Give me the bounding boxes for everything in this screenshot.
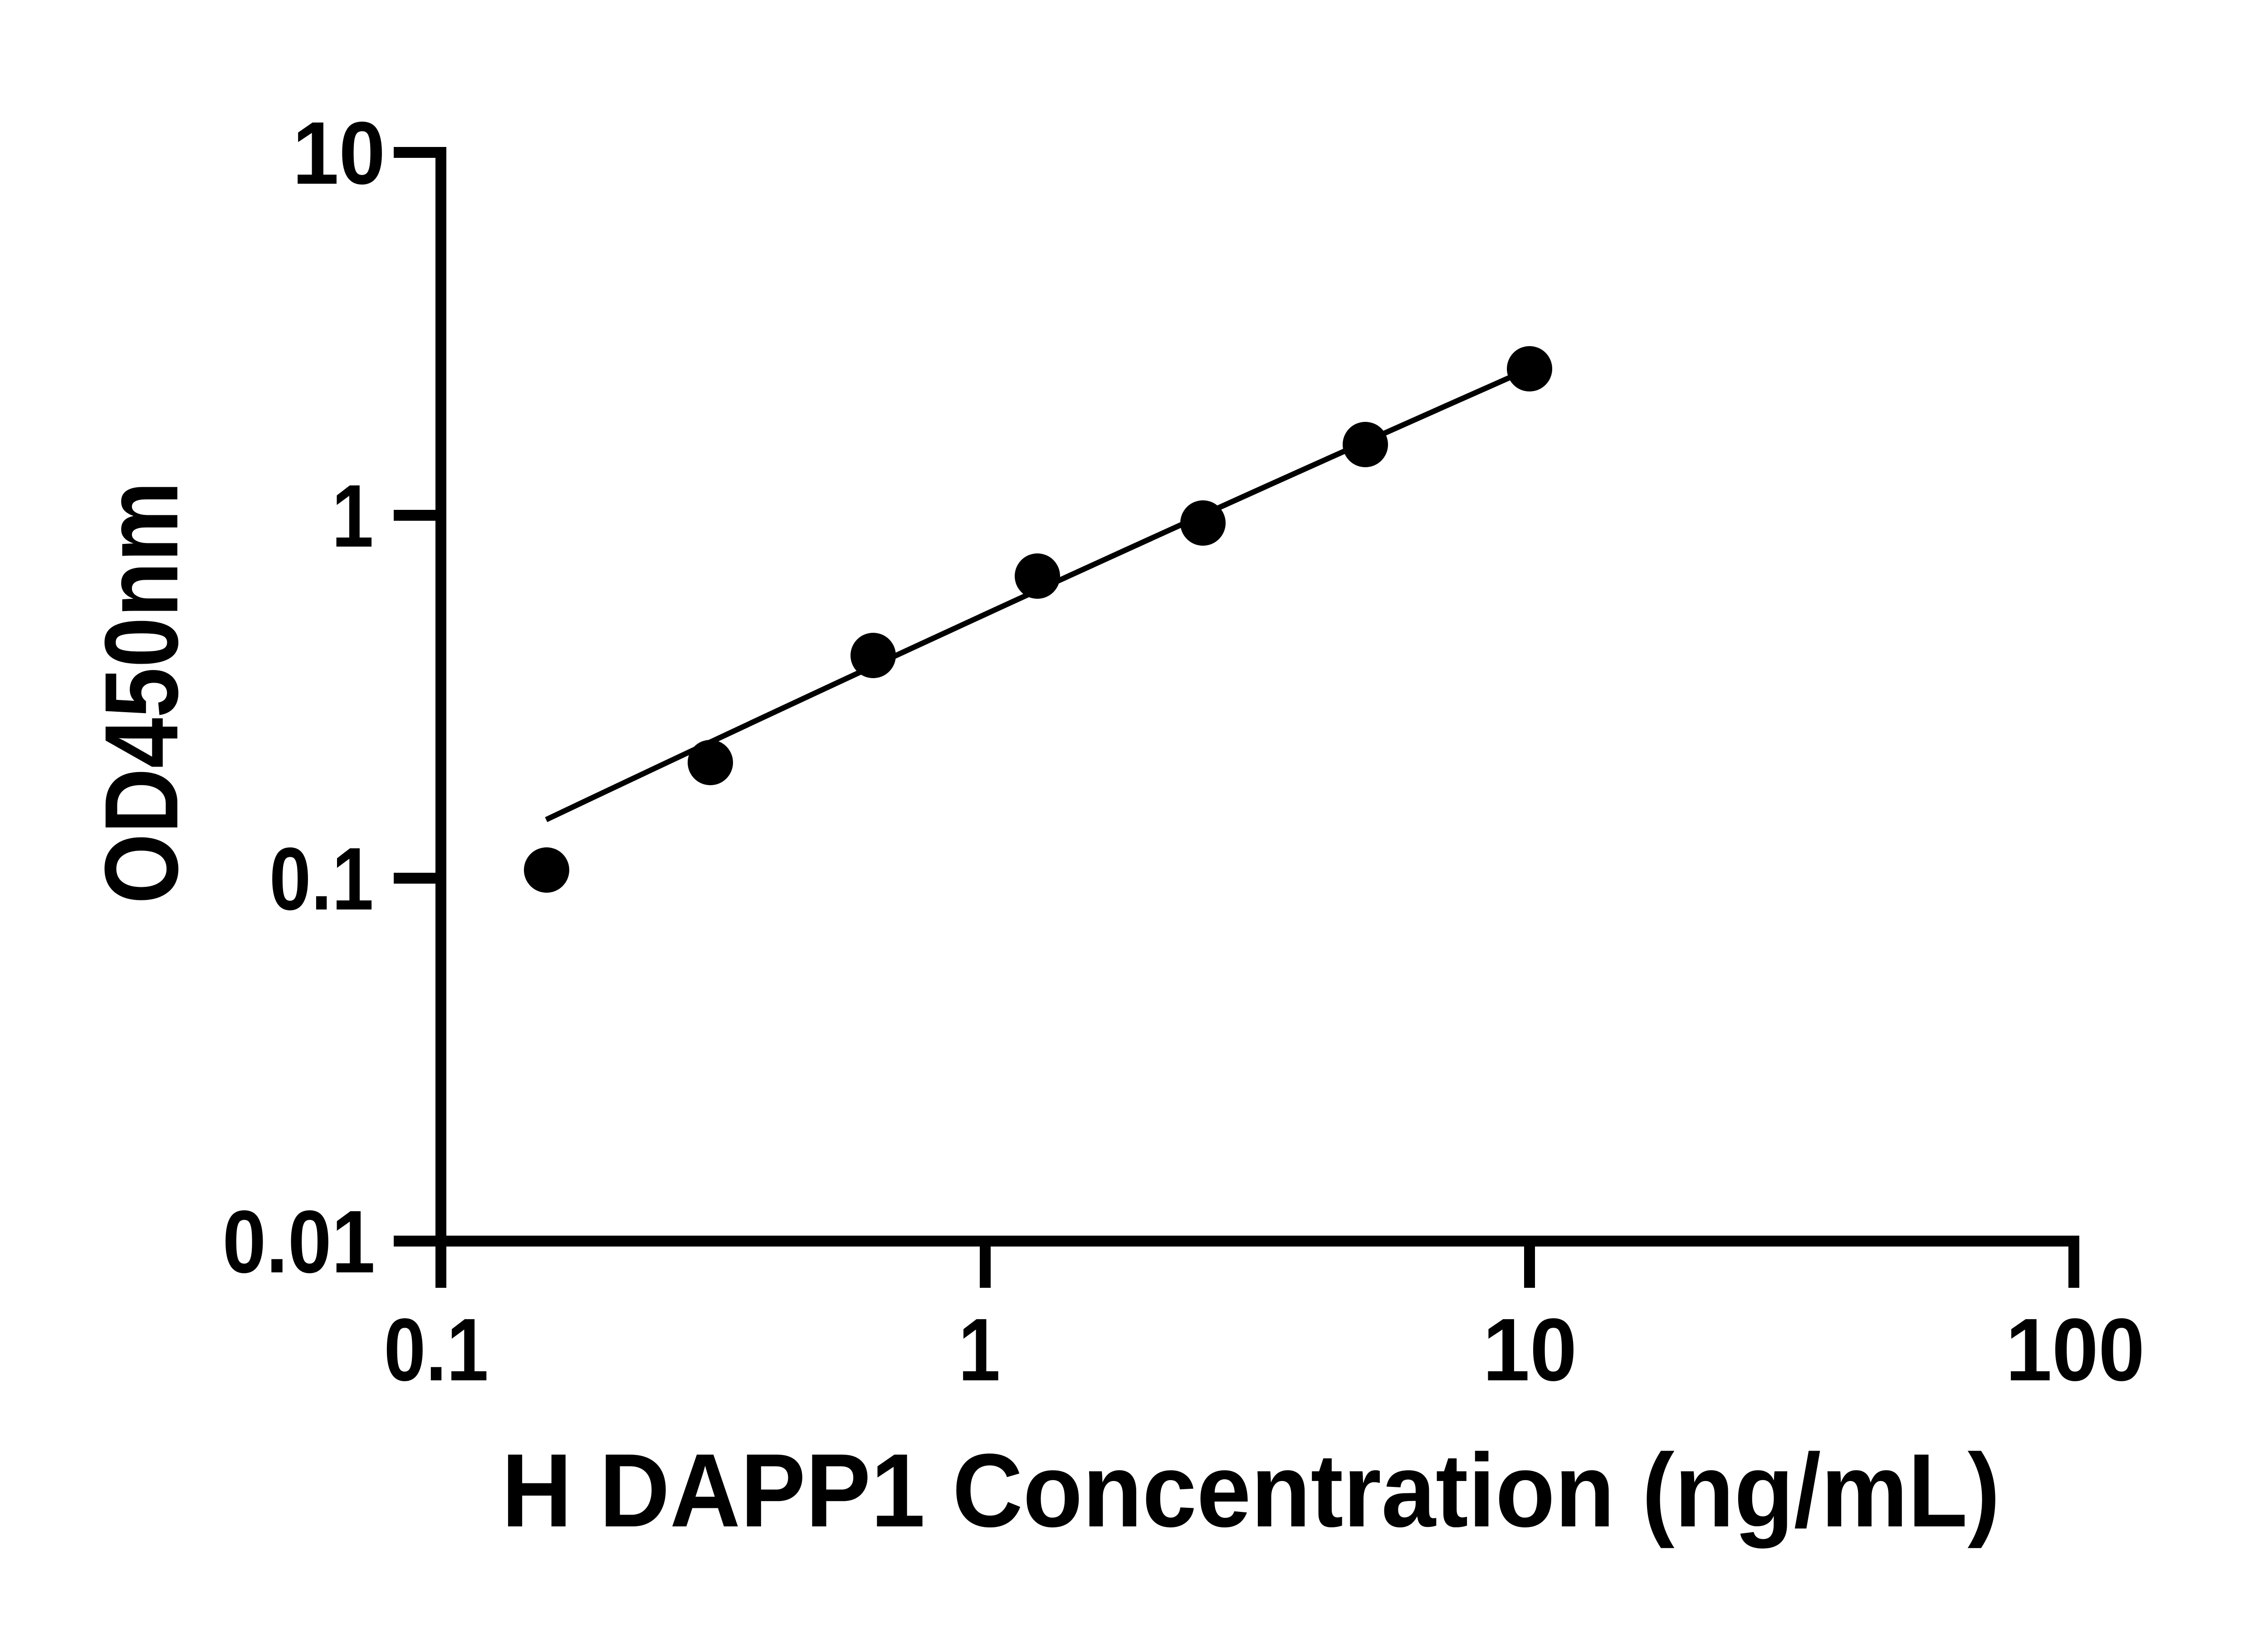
svg-text:1: 1 — [332, 466, 374, 566]
svg-text:100: 100 — [2006, 1300, 2145, 1399]
svg-text:OD450nm: OD450nm — [83, 481, 200, 904]
svg-text:10: 10 — [1483, 1300, 1577, 1399]
svg-text:10: 10 — [293, 103, 386, 203]
svg-text:1: 1 — [958, 1300, 1001, 1399]
svg-text:0.1: 0.1 — [269, 829, 374, 929]
svg-text:H DAPP1 Concentration (ng/mL): H DAPP1 Concentration (ng/mL) — [502, 1432, 2000, 1549]
svg-text:0.1: 0.1 — [384, 1300, 489, 1399]
svg-text:0.01: 0.01 — [222, 1192, 375, 1291]
